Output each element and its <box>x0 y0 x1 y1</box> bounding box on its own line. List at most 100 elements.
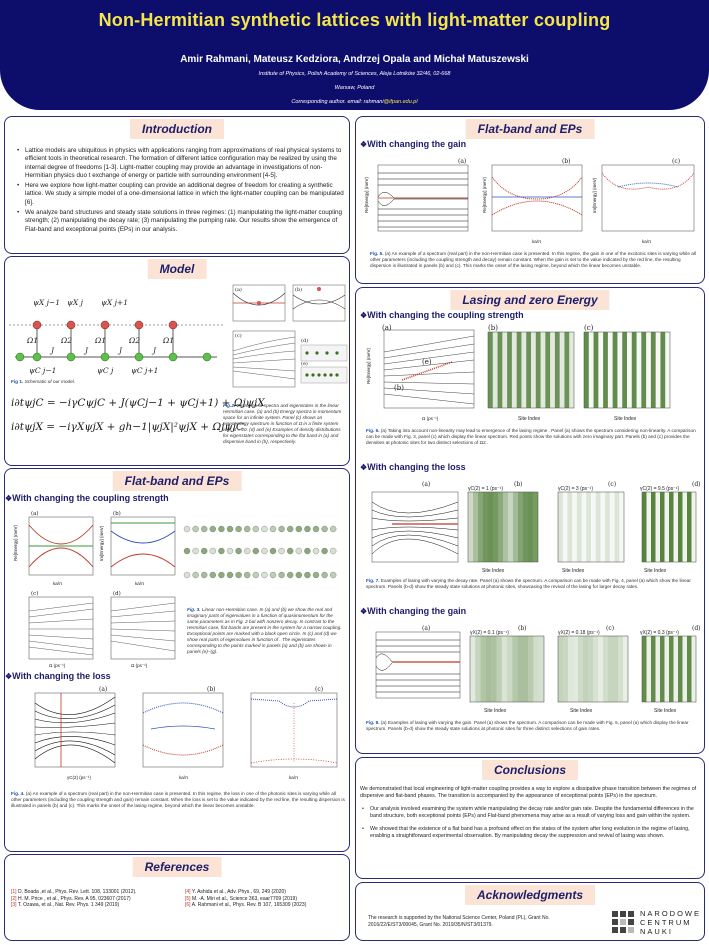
density-cell <box>576 492 582 562</box>
fig8-density-b <box>469 635 545 703</box>
panel-label: (c) <box>235 332 242 339</box>
fig7-density-c <box>557 491 625 563</box>
fig7-caption: Fig. 7. Examples of lasing with varying … <box>366 578 700 590</box>
density-cell <box>567 492 573 562</box>
subhead-loss: With changing the loss <box>5 671 110 681</box>
conclusions-intro: We demonstrated that local engineering o… <box>360 786 697 799</box>
density-cell <box>609 492 615 562</box>
eigenstate-site <box>252 525 259 533</box>
axis-k-label: ka/π <box>642 239 651 244</box>
density-cell <box>614 492 620 562</box>
fig2-label: Fig.2. <box>223 403 236 408</box>
svg-text:(c): (c) <box>584 324 594 332</box>
city: Warsaw, Poland <box>334 85 375 91</box>
density-cell <box>523 492 528 562</box>
density-cell <box>513 492 518 562</box>
density-cell <box>669 636 674 702</box>
density-cell <box>583 636 588 702</box>
fig5-caption: Fig. 5. (a) An example of a spectrum (re… <box>370 251 700 269</box>
omega-label: Ω1 <box>94 336 106 345</box>
email-domain[interactable]: @ifpan.edu.pl <box>383 99 418 105</box>
eigenstate-site <box>278 571 285 579</box>
acknowledgments-panel: Acknowledgments The research is supporte… <box>355 882 705 941</box>
svg-text:(c): (c) <box>315 686 323 693</box>
svg-text:(b): (b) <box>207 686 216 693</box>
density-cell <box>646 332 651 408</box>
density-cell <box>682 636 687 702</box>
fig7-density-d <box>641 491 697 563</box>
axis-im-label: Im[Energy] (meV) <box>99 525 104 561</box>
density-cell <box>511 332 517 408</box>
density-cell <box>531 332 536 408</box>
eigenstate-site <box>209 547 216 555</box>
density-cell <box>478 492 483 562</box>
svg-text:(a): (a) <box>422 481 430 488</box>
fig4-loss: (a) (b) (c) γC(2) (ps⁻¹) ka/π ka/π <box>11 683 345 783</box>
density-cell <box>507 636 513 702</box>
fig7-gamma-label: γC(2) = 9.5 (ps⁻¹) <box>640 486 680 492</box>
subhead-lasing-loss: With changing the loss <box>360 462 465 472</box>
introduction-panel: Introduction Lattice models are ubiquito… <box>4 116 350 254</box>
fig5-gain: (a) (b) (c) Re[Energy] (meV) Re[Energy] (m… <box>362 157 700 247</box>
fig6-lasing-coupling: (a) (b) (c) (e) (b) Re[Energy] (meV) Ω (ps⁻¹… <box>362 322 700 422</box>
hopping-label: J <box>83 346 89 355</box>
flatband-left-panel: Flat-band and EPs With changing the coup… <box>4 468 350 852</box>
density-cell <box>528 492 533 562</box>
density-frame <box>557 635 629 703</box>
ncn-logo-icon <box>610 909 636 937</box>
logo-line: NAUKI <box>640 927 673 936</box>
fig2-spectra: (a) (b) (c) (d) (e) <box>225 281 349 393</box>
density-cell <box>623 636 628 702</box>
density-cell <box>528 636 534 702</box>
density-cell <box>573 636 578 702</box>
panel-label: (b) <box>295 286 302 293</box>
lattice-links <box>36 325 174 357</box>
fig8-gain-label: γX(2) = 0.18 (ps⁻¹) <box>558 630 600 636</box>
acknowledgments-title: Acknowledgments <box>464 885 596 905</box>
density-cell <box>641 332 647 408</box>
svg-text:(c): (c) <box>606 625 614 632</box>
lasing-panel: Lasing and zero Energy With changing the… <box>355 287 705 754</box>
intro-bullet: Lattice models are ubiquitous in physics… <box>15 147 345 180</box>
density-cell <box>660 636 665 702</box>
eigenstate-site <box>201 525 208 533</box>
svg-text:(d): (d) <box>692 481 700 488</box>
density-cell <box>558 636 563 702</box>
hopping-label: J <box>151 346 157 355</box>
eigenstate-site <box>183 547 191 555</box>
axis-site-label: Site Index <box>644 568 667 574</box>
axis-re-label: Re[Energy] (meV) <box>482 176 487 213</box>
density-cell <box>646 492 651 562</box>
fig8-caption: Fig. 8. (a) Examples of lasing with vary… <box>366 720 700 732</box>
svg-text:(a): (a) <box>458 158 466 165</box>
conclusions-panel: Conclusions We demonstrated that local e… <box>355 757 705 879</box>
hopping-label: J <box>49 346 55 355</box>
axis-site-label: Site Index <box>570 708 593 714</box>
density-cell <box>655 332 661 408</box>
axis-k-label: ka/π <box>135 581 144 586</box>
authors: Amir Rahmani, Mateusz Kedziora, Andrzej … <box>180 54 529 65</box>
eigenstate-site <box>209 571 216 579</box>
density-cell <box>502 332 508 408</box>
density-cell <box>521 332 527 408</box>
axis-site-label: Site Index <box>614 416 637 422</box>
equation-exciton: i∂tψjX = −iγXψjX + gh−1|ψjX|²ψjX + ΩjψjC <box>11 421 244 433</box>
eigenstate-site <box>226 571 234 579</box>
fig3-bands: (a) (b) (c) (d) Re[Energy] (meV) Im[Energy]… <box>11 511 179 669</box>
eigenstate-site <box>269 525 277 533</box>
density-cell <box>517 636 523 702</box>
psi-x-j-minus-1: ψX j−1 <box>33 298 60 307</box>
density-cell <box>664 636 669 702</box>
density-cell <box>660 332 666 408</box>
fig6-density-b <box>487 331 575 409</box>
density-cell <box>651 492 656 562</box>
density-cell <box>588 636 593 702</box>
eigenstate-site <box>287 571 294 579</box>
density-cell <box>516 332 522 408</box>
reference-item: [6] A. Rahmani et al., Phys. Rev. B 107,… <box>185 902 307 909</box>
fig1-label: Fig 1. <box>11 379 24 384</box>
eigenstate-site <box>312 571 320 579</box>
density-cell <box>622 332 627 408</box>
density-cell <box>492 332 498 408</box>
eigenstate-site <box>261 547 268 555</box>
